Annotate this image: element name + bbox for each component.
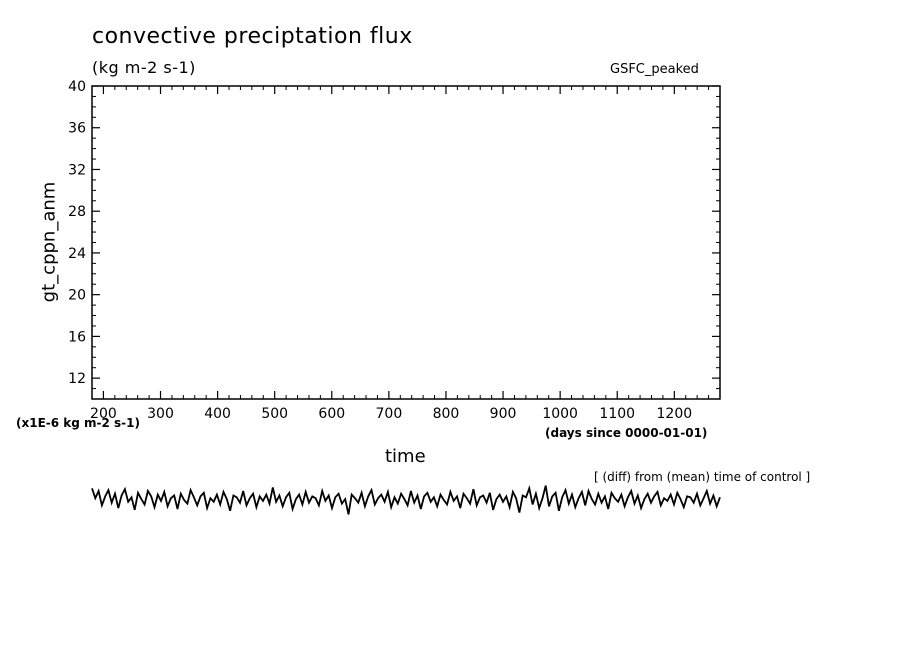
x-tick-label: 900 [490,406,517,422]
x-axis-label: time [385,446,426,467]
y-scale-note: (x1E-6 kg m-2 s-1) [16,416,140,430]
chart-title: convective preciptation flux [92,24,413,49]
y-tick-label: 36 [68,121,86,137]
y-tick-label: 20 [68,288,86,304]
anomaly-annotation: [ (diff) from (mean) time of control ] [594,470,811,484]
x-tick-label: 300 [147,406,174,422]
y-tick-label: 24 [68,246,86,262]
y-tick-label: 12 [68,371,86,387]
plot-frame [91,85,721,400]
x-tick-label: 600 [318,406,345,422]
units-label: (kg m-2 s-1) [92,58,196,77]
y-tick-label: 40 [68,79,86,95]
y-axis-label: gt_cppn_anm [38,181,60,303]
y-axis: 12 16 20 24 28 32 36 40 [68,79,720,400]
x-tick-label: 1000 [542,406,578,422]
x-tick-label: 500 [261,406,288,422]
series-line [91,485,721,515]
x-tick-label: 1100 [599,406,635,422]
x-axis: 200 300 400 500 600 700 800 900 1000 1100 1200 [90,86,721,422]
y-tick-label: 32 [68,162,86,178]
x-tick-label: 400 [204,406,231,422]
x-tick-label: 800 [433,406,460,422]
anomaly-strip [91,485,721,515]
x-units-label: (days since 0000-01-01) [545,426,708,440]
x-tick-label: 200 [90,406,117,422]
x-tick-label: 700 [376,406,403,422]
x-tick-label: 1200 [657,406,693,422]
experiment-label: GSFC_peaked [610,62,699,77]
y-tick-label: 16 [68,329,86,345]
y-tick-label: 28 [68,204,86,220]
